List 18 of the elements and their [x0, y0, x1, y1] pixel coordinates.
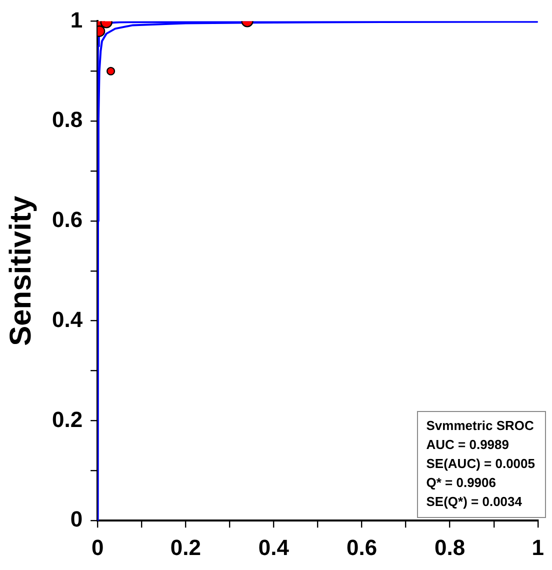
- y-tick-label: 0: [70, 506, 83, 532]
- x-tick-label: 0: [91, 534, 104, 560]
- x-tick-label: 0.4: [258, 534, 290, 560]
- annotation: SE(Q*) = 0.0034: [426, 493, 523, 511]
- y-tick-label: 0.6: [52, 207, 83, 232]
- y-axis-title: Sensitivity: [4, 196, 38, 346]
- annotation: SE(AUC) = 0.0005: [426, 455, 535, 473]
- annotation: Q* = 0.9906: [426, 474, 497, 492]
- annotation: AUC = 0.9989: [426, 436, 510, 454]
- x-tick-label: 0.6: [346, 534, 378, 560]
- y-tick-label: 1: [70, 7, 83, 32]
- y-tick-label: 0.2: [52, 406, 83, 432]
- annotation: Svmmetric SROC: [426, 417, 535, 435]
- x-tick-label: 0.2: [170, 534, 201, 560]
- x-tick-label: 1: [532, 534, 544, 560]
- x-tick-label: 0.8: [434, 534, 466, 560]
- y-tick-label: 0.8: [52, 107, 83, 132]
- y-tick-label: 0.4: [52, 306, 84, 332]
